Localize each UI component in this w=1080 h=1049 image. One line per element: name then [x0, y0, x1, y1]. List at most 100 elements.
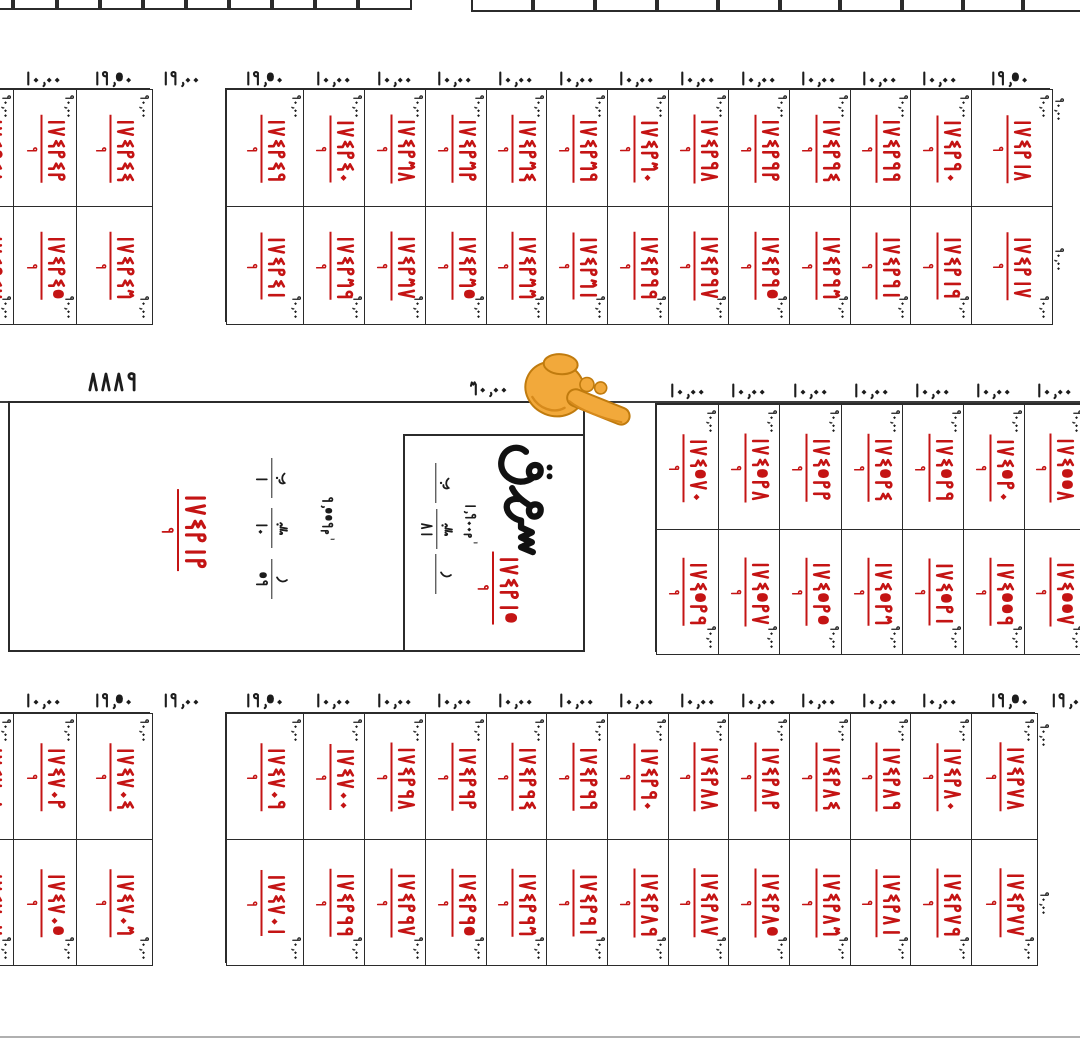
plot-number-underline [260, 114, 262, 183]
plot-depth-label [897, 935, 909, 962]
top-strip-cell [657, 0, 718, 12]
plot-cell [226, 206, 305, 325]
plot-number-underline [329, 868, 331, 937]
top-strip-cell [780, 0, 840, 12]
plot-depth-label [533, 294, 545, 321]
plot-number [93, 114, 136, 183]
plot-depth-label [958, 935, 970, 962]
dimension-label [676, 70, 716, 89]
plot-number-denominator [790, 587, 804, 596]
plot-number-denominator [374, 898, 388, 907]
right-middle-block [655, 403, 1080, 655]
plot-number-underline [815, 114, 817, 183]
dimension-label [433, 70, 473, 89]
plot-cell [668, 713, 730, 841]
plot-number [920, 231, 963, 300]
plot-number [920, 743, 963, 811]
plot-cell [718, 404, 781, 531]
plot-number-denominator [617, 261, 631, 270]
dimension-label [555, 70, 595, 89]
plot-number-denominator [678, 144, 692, 153]
plot-number-denominator [678, 898, 692, 907]
plot-number-underline [329, 114, 331, 183]
plot-cell [971, 89, 1053, 208]
plot-depth-label [594, 294, 606, 321]
top-strip-cell [186, 0, 229, 10]
annotation-bar [271, 559, 273, 599]
plot-number [556, 868, 599, 937]
plot-number-underline [682, 433, 685, 502]
plot-cell [1024, 529, 1080, 655]
plot-depth-label [594, 93, 606, 120]
plot-number-denominator [617, 772, 631, 781]
dimension-label [373, 692, 413, 711]
plot-number-underline [109, 868, 111, 937]
plot-cell [303, 89, 366, 208]
plot-number [678, 867, 721, 938]
plot-number [24, 868, 67, 937]
plot-number-underline [928, 558, 930, 626]
plot-number [435, 114, 478, 183]
plot-number-denominator [244, 773, 258, 782]
plot-number [0, 869, 5, 937]
plot-number-denominator [790, 463, 804, 472]
plot-depth-label [473, 935, 485, 962]
plot-depth-label [889, 624, 901, 651]
plot-depth-label [1071, 624, 1080, 651]
market-width-label [468, 380, 509, 399]
plot-number-denominator [799, 898, 813, 907]
plot-number-underline [815, 231, 817, 300]
plot-number-denominator [556, 772, 570, 781]
big-plot-annotation [254, 559, 291, 599]
plot-number-underline [511, 868, 514, 937]
edge-depth-label [1038, 722, 1050, 749]
plot-number [1034, 433, 1077, 502]
plot-number-denominator [93, 144, 107, 153]
plot-depth-label [1071, 408, 1080, 435]
plot-depth-label [290, 93, 302, 120]
plot-number-underline [875, 114, 878, 183]
plot-cell [963, 529, 1026, 655]
plot-number [920, 114, 963, 183]
plot-number-underline [633, 868, 635, 937]
plot-number-underline [260, 231, 262, 300]
dimension-label [91, 692, 133, 711]
plot-number-denominator [799, 261, 813, 270]
plot-number-underline [40, 743, 42, 811]
top-strip-cell [1023, 0, 1080, 12]
dimension-label [494, 70, 534, 89]
dimension-label [987, 70, 1029, 89]
top-strip-cell [143, 0, 186, 10]
plot-number-denominator [496, 772, 510, 781]
pointing-hand-icon [498, 325, 658, 467]
plot-number-denominator [920, 898, 934, 907]
dimension-label [789, 382, 829, 401]
plot-number-denominator [728, 463, 742, 472]
plot-number-denominator [496, 261, 510, 270]
plot-number [920, 868, 963, 937]
edge-depth-label [1038, 890, 1050, 917]
plot-number [24, 231, 67, 300]
plot-number-denominator [435, 261, 449, 270]
plot-number [790, 433, 833, 502]
plot-depth-label [533, 93, 545, 120]
market-annotation [420, 554, 455, 594]
plot-depth-label [715, 93, 727, 120]
plot-number-denominator [24, 261, 38, 270]
plot-number [678, 231, 721, 300]
plot-number-underline [936, 114, 938, 183]
top-strip-cell [963, 0, 1023, 12]
annotation-label [439, 477, 455, 490]
plot-number-underline [936, 231, 938, 300]
plot-number [244, 743, 287, 811]
plot-number-denominator [617, 898, 631, 907]
plot-number-denominator [991, 261, 1005, 270]
plot-number-underline [40, 114, 42, 183]
plot-number [991, 231, 1034, 300]
plot-depth-label [63, 717, 75, 744]
plot-number-denominator [983, 898, 997, 907]
plot-depth-label [473, 717, 485, 744]
plot-number-denominator [860, 261, 874, 270]
plot-number-denominator [556, 898, 570, 907]
plot-depth-label [1038, 93, 1050, 120]
